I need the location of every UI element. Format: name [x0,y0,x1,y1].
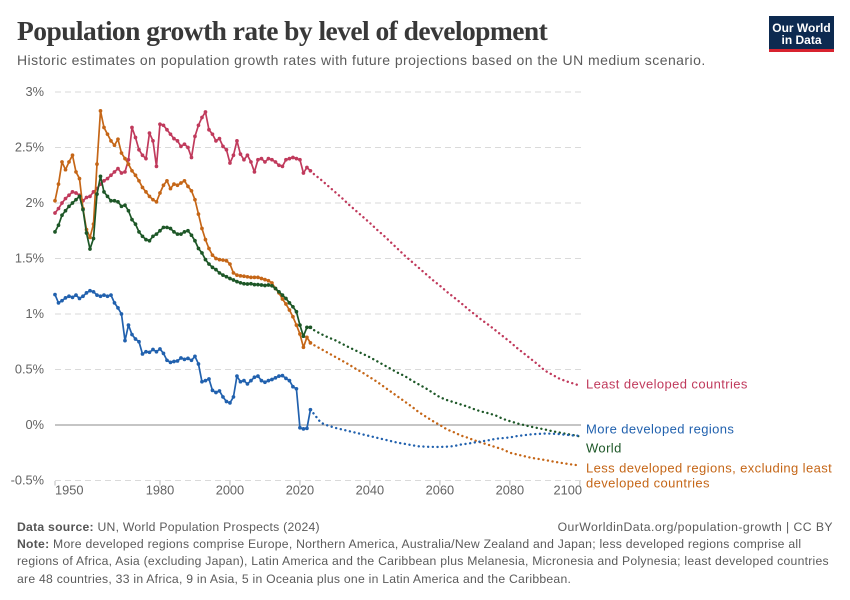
svg-text:1950: 1950 [55,483,83,498]
svg-text:1.5%: 1.5% [15,251,44,266]
svg-text:3%: 3% [26,84,45,99]
svg-text:2000: 2000 [216,483,244,498]
svg-text:2080: 2080 [496,483,524,498]
svg-text:developed countries: developed countries [586,476,710,491]
svg-text:1980: 1980 [146,483,174,498]
svg-text:0.5%: 0.5% [15,362,44,377]
svg-text:2040: 2040 [356,483,384,498]
svg-text:2060: 2060 [426,483,454,498]
svg-text:-0.5%: -0.5% [11,473,44,488]
svg-text:1%: 1% [26,306,45,321]
svg-text:Less developed regions, exclud: Less developed regions, excluding least [586,461,832,476]
svg-text:0%: 0% [26,417,45,432]
svg-text:2%: 2% [26,195,45,210]
svg-text:2.5%: 2.5% [15,140,44,155]
svg-text:Least developed countries: Least developed countries [586,377,748,392]
svg-text:World: World [586,441,622,456]
svg-text:2020: 2020 [286,483,314,498]
svg-text:More developed regions: More developed regions [586,422,734,437]
svg-text:2100: 2100 [554,483,582,498]
